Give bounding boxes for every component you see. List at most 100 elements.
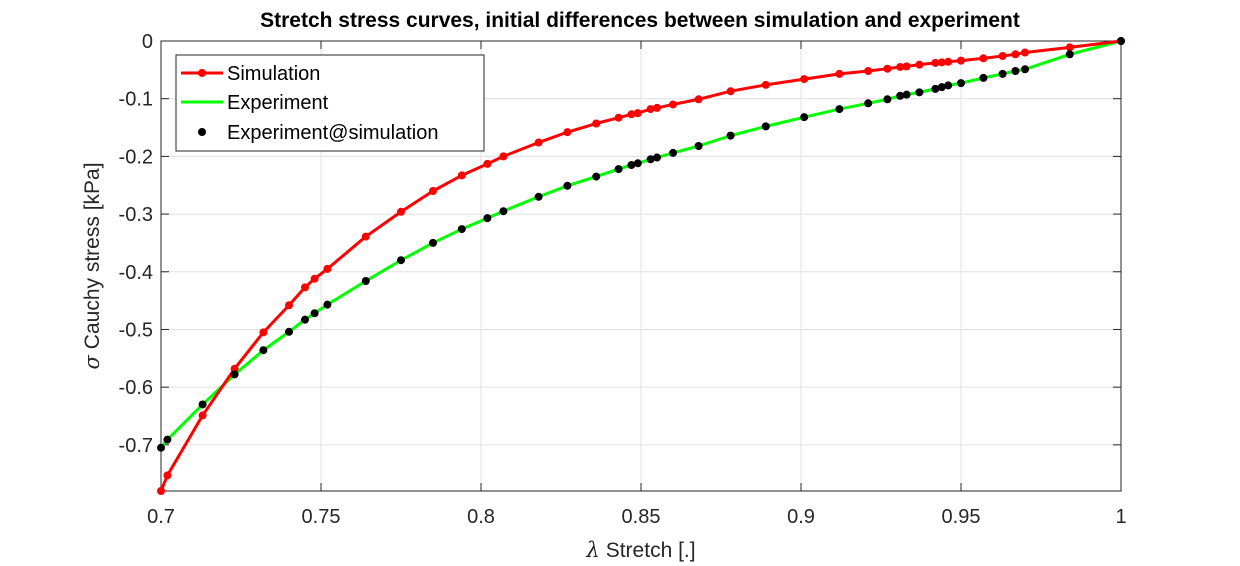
- x-tick-label: 0.95: [942, 506, 981, 528]
- simulation-point: [627, 110, 636, 119]
- experiment-at-simulation-point: [323, 300, 332, 309]
- simulation-point: [835, 69, 844, 78]
- experiment-at-simulation-point: [957, 79, 965, 88]
- experiment-at-simulation-point: [163, 435, 172, 444]
- experiment-at-simulation-point: [592, 172, 601, 181]
- legend-experiment-label: Experiment: [227, 92, 329, 114]
- simulation-point: [883, 64, 892, 73]
- experiment-at-simulation-point: [429, 238, 437, 247]
- simulation-point: [323, 264, 332, 273]
- legend-simulation-label: Simulation: [227, 63, 320, 85]
- simulation-point: [499, 152, 508, 161]
- experiment-at-simulation-point: [230, 370, 239, 379]
- simulation-point: [1011, 50, 1020, 59]
- y-tick-label: -0.4: [119, 262, 153, 284]
- x-tick-label: 0.85: [622, 506, 661, 528]
- experiment-at-simulation-point: [301, 315, 309, 324]
- legend-simulation-marker: [198, 69, 206, 77]
- simulation-point: [310, 274, 319, 283]
- experiment-at-simulation-point: [483, 214, 492, 223]
- y-tick-label: -0.3: [119, 204, 153, 226]
- legend-box: [175, 54, 485, 152]
- x-axis-label: λ Stretch [.]: [585, 538, 695, 562]
- legend-experiment-at-simulation-label: Experiment@simulation: [227, 122, 439, 144]
- experiment-at-simulation-point: [931, 84, 940, 93]
- simulation-point: [592, 119, 601, 128]
- experiment-at-simulation-point: [653, 153, 661, 162]
- experiment-at-simulation-point: [1021, 65, 1029, 74]
- simulation-point: [800, 75, 809, 84]
- simulation-point: [864, 67, 873, 75]
- experiment-at-simulation-point: [800, 113, 809, 122]
- experiment-at-simulation-point: [1011, 67, 1020, 75]
- y-axis-label: σCauchy stress [kPa]: [80, 162, 104, 369]
- data-series: [157, 37, 1125, 495]
- simulation-point: [902, 62, 911, 71]
- y-tick-label: -0.7: [119, 435, 153, 457]
- simulation-point: [1065, 43, 1074, 52]
- experiment-at-simulation-point: [633, 159, 642, 168]
- simulation-point: [726, 87, 735, 96]
- simulation-point: [761, 80, 770, 89]
- x-tick-label: 0.8: [467, 506, 495, 528]
- simulation-point: [157, 487, 165, 495]
- experiment-at-simulation-point: [198, 400, 207, 409]
- experiment-at-simulation-point: [614, 165, 623, 174]
- experiment-at-simulation-series: [157, 37, 1125, 452]
- experiment-at-simulation-point: [310, 309, 319, 318]
- simulation-point: [979, 54, 988, 63]
- simulation-point: [944, 57, 953, 66]
- experiment-at-simulation-point: [285, 327, 293, 336]
- simulation-point: [483, 159, 492, 168]
- simulation-point: [259, 328, 268, 337]
- experiment-at-simulation-point: [563, 181, 572, 190]
- simulation-point: [361, 232, 370, 241]
- experiment-at-simulation-point: [1117, 37, 1125, 45]
- experiment-at-simulation-point: [397, 256, 405, 265]
- simulation-point: [915, 60, 924, 69]
- simulation-point: [301, 283, 309, 292]
- y-tick-label: 0: [142, 31, 153, 53]
- simulation-point: [397, 207, 405, 216]
- y-axis-ticks: 0 -0.1 -0.2 -0.3 -0.4 -0.5 -0.6 -0.7: [119, 31, 1121, 457]
- experiment-at-simulation-point: [669, 148, 677, 157]
- experiment-at-simulation-point: [646, 155, 655, 164]
- experiment-at-simulation-point: [457, 225, 466, 234]
- simulation-point: [633, 109, 642, 118]
- x-tick-label: 0.9: [787, 506, 815, 528]
- experiment-at-simulation-point: [1065, 50, 1074, 59]
- simulation-point: [937, 58, 946, 67]
- simulation-point: [998, 52, 1007, 60]
- experiment-at-simulation-point: [944, 81, 953, 90]
- experiment-at-simulation-point: [979, 73, 988, 82]
- simulation-point: [563, 128, 572, 137]
- simulation-point: [957, 56, 965, 65]
- experiment-at-simulation-point: [835, 105, 844, 114]
- simulation-point: [163, 471, 172, 480]
- simulation-point: [534, 138, 543, 147]
- simulation-point: [669, 100, 677, 109]
- x-axis-ticks: 0.7 0.75 0.8 0.85 0.9 0.95 1: [147, 41, 1127, 528]
- experiment-at-simulation-point: [726, 131, 735, 140]
- legend-experiment-at-simulation-marker: [198, 128, 206, 136]
- y-tick-label: -0.2: [119, 146, 153, 168]
- simulation-point: [198, 411, 207, 420]
- y-tick-label: -0.5: [119, 319, 153, 341]
- y-tick-label: -0.1: [119, 89, 153, 111]
- experiment-at-simulation-point: [694, 142, 703, 150]
- experiment-at-simulation-point: [761, 122, 770, 131]
- y-tick-label: -0.6: [119, 377, 153, 399]
- simulation-point: [230, 364, 239, 373]
- experiment-at-simulation-point: [499, 207, 508, 216]
- experiment-at-simulation-point: [883, 95, 892, 104]
- experiment-at-simulation-point: [937, 83, 946, 92]
- simulation-point: [896, 62, 905, 71]
- simulation-point: [694, 95, 703, 104]
- simulation-point: [614, 113, 623, 122]
- experiment-at-simulation-point: [998, 69, 1007, 78]
- x-tick-label: 1: [1115, 506, 1126, 528]
- chart-title: Stretch stress curves, initial differenc…: [260, 9, 1020, 32]
- legend: Simulation Experiment Experiment@simulat…: [175, 54, 485, 152]
- simulation-point: [1021, 48, 1029, 57]
